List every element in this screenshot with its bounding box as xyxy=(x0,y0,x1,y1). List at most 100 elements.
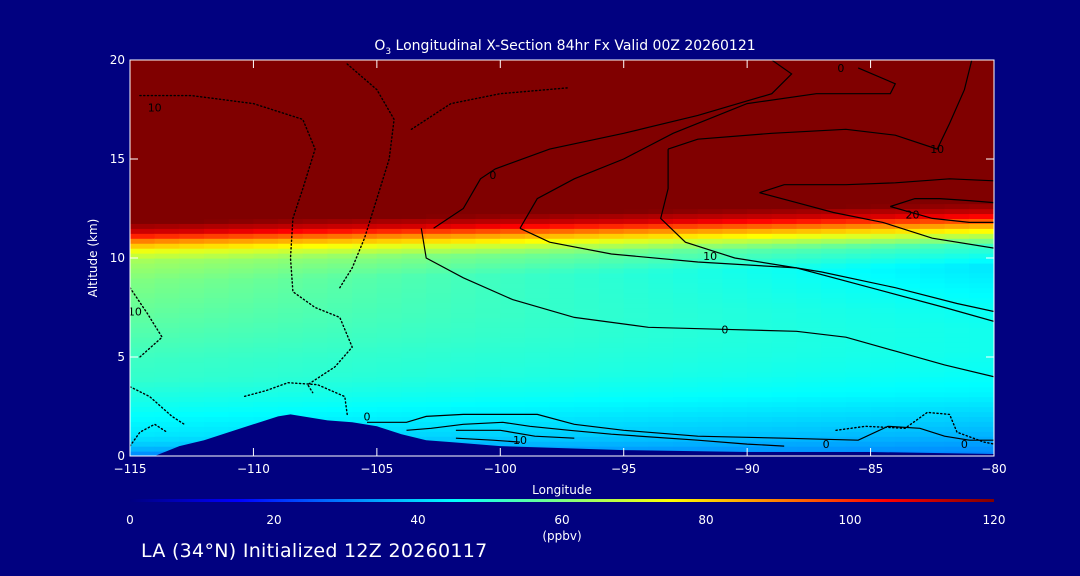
heatmap-cell xyxy=(722,342,748,348)
heatmap-cell xyxy=(870,183,896,190)
heatmap-cell xyxy=(524,332,551,338)
heatmap-cell xyxy=(574,312,600,318)
heatmap-cell xyxy=(747,391,773,398)
heatmap-cell xyxy=(895,411,921,417)
heatmap-cell xyxy=(969,337,994,343)
heatmap-cell xyxy=(895,79,921,86)
heatmap-cell xyxy=(204,134,230,140)
heatmap-cell xyxy=(648,94,674,101)
heatmap-cell xyxy=(401,357,427,363)
heatmap-cell xyxy=(401,79,427,86)
heatmap-cell xyxy=(500,282,526,289)
heatmap-cell xyxy=(574,213,600,219)
heatmap-cell xyxy=(179,317,205,323)
heatmap-cell xyxy=(895,441,921,447)
heatmap-cell xyxy=(549,282,575,289)
contour-line xyxy=(410,87,571,130)
heatmap-cell xyxy=(130,178,156,185)
heatmap-cell xyxy=(228,84,255,91)
heatmap-cell xyxy=(130,371,156,378)
heatmap-cell xyxy=(599,312,625,318)
heatmap-cell xyxy=(130,376,156,383)
heatmap-cell xyxy=(228,228,255,234)
heatmap-cell xyxy=(574,228,600,234)
heatmap-cell xyxy=(253,159,279,165)
heatmap-cell xyxy=(673,60,699,66)
heatmap-cell xyxy=(500,213,526,219)
heatmap-cell xyxy=(845,441,872,447)
heatmap-cell xyxy=(401,213,427,219)
heatmap-cell xyxy=(919,416,946,422)
heatmap-cell xyxy=(549,124,575,130)
chart-title: O3 Longitudinal X-Section 84hr Fx Valid … xyxy=(374,38,755,57)
heatmap-cell xyxy=(302,347,329,353)
heatmap-cell xyxy=(697,84,724,91)
heatmap-cell xyxy=(253,253,279,259)
heatmap-cell xyxy=(747,74,773,81)
heatmap-cell xyxy=(574,84,600,91)
heatmap-cell xyxy=(599,401,625,408)
heatmap-cell xyxy=(697,238,724,244)
heatmap-cell xyxy=(697,401,724,408)
heatmap-cell xyxy=(253,99,279,106)
heatmap-cell xyxy=(154,74,180,81)
heatmap-cell xyxy=(796,89,822,96)
heatmap-cell xyxy=(648,134,674,140)
heatmap-cell xyxy=(179,287,205,294)
heatmap-cell xyxy=(179,421,205,427)
heatmap-cell xyxy=(969,401,994,408)
heatmap-cell xyxy=(574,282,600,289)
heatmap-cell xyxy=(500,352,526,358)
heatmap-cell xyxy=(549,327,575,333)
heatmap-cell xyxy=(574,381,600,388)
heatmap-cell xyxy=(253,94,279,101)
heatmap-cell xyxy=(376,287,403,294)
heatmap-cell xyxy=(796,337,822,343)
heatmap-cell xyxy=(796,381,822,388)
heatmap-cell xyxy=(895,183,921,190)
heatmap-cell xyxy=(204,258,230,264)
heatmap-cell xyxy=(919,406,946,413)
heatmap-cell xyxy=(845,99,872,106)
heatmap-cell xyxy=(401,332,427,338)
heatmap-cell xyxy=(599,277,625,284)
heatmap-cell xyxy=(179,248,205,254)
heatmap-cell xyxy=(524,381,551,388)
heatmap-cell xyxy=(919,238,946,244)
heatmap-cell xyxy=(204,233,230,239)
heatmap-cell xyxy=(154,272,180,279)
heatmap-cell xyxy=(870,129,896,135)
heatmap-cell xyxy=(524,406,551,413)
heatmap-cell xyxy=(204,198,230,205)
heatmap-cell xyxy=(426,79,452,86)
heatmap-cell xyxy=(969,386,994,393)
heatmap-cell xyxy=(278,332,304,338)
heatmap-cell xyxy=(623,396,649,403)
heatmap-cell xyxy=(524,134,551,140)
heatmap-cell xyxy=(574,154,600,160)
heatmap-cell xyxy=(278,208,304,215)
heatmap-cell xyxy=(130,307,156,314)
heatmap-cell xyxy=(130,168,156,175)
heatmap-cell xyxy=(253,297,279,304)
heatmap-cell xyxy=(771,361,798,368)
heatmap-cell xyxy=(648,183,674,190)
heatmap-cell xyxy=(821,218,847,224)
heatmap-cell xyxy=(179,406,205,413)
heatmap-cell xyxy=(327,258,353,264)
heatmap-cell xyxy=(845,282,872,289)
heatmap-cell xyxy=(648,168,674,175)
heatmap-cell xyxy=(821,84,847,91)
heatmap-cell xyxy=(599,213,625,219)
heatmap-cell xyxy=(969,436,994,442)
heatmap-cell xyxy=(599,411,625,417)
heatmap-cell xyxy=(648,178,674,185)
heatmap-cell xyxy=(130,69,156,76)
heatmap-cell xyxy=(179,292,205,299)
heatmap-cell xyxy=(228,99,255,106)
heatmap-cell xyxy=(352,262,378,269)
heatmap-cell xyxy=(524,74,551,81)
heatmap-cell xyxy=(969,277,994,284)
heatmap-cell xyxy=(228,208,255,215)
heatmap-cell xyxy=(401,381,427,388)
